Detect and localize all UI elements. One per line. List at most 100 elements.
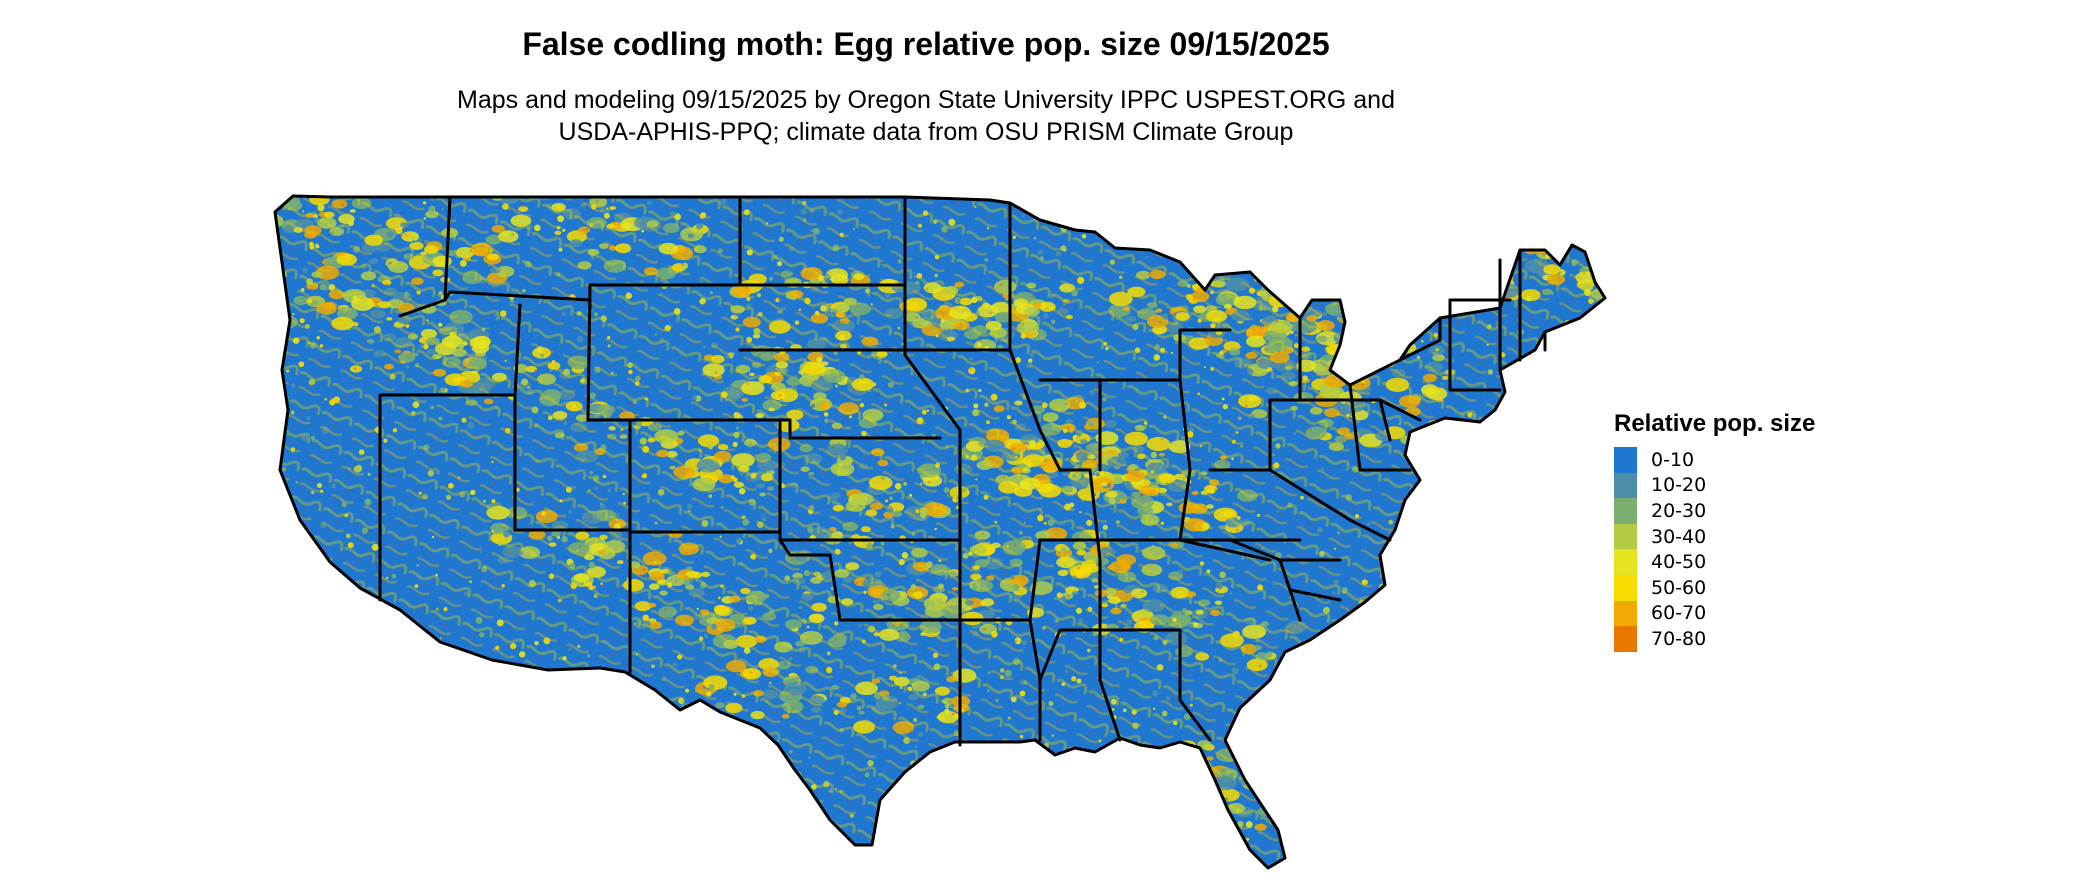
activity-speckle	[1581, 498, 1589, 505]
activity-speckle	[314, 836, 321, 843]
activity-speckle	[1471, 225, 1477, 230]
legend-item: 20-30	[1614, 498, 1815, 524]
legend-label: 60-70	[1651, 602, 1707, 625]
activity-speckle	[289, 817, 293, 821]
state-border	[586, 195, 742, 422]
activity-speckle	[1549, 836, 1556, 843]
activity-speckle	[1381, 239, 1385, 243]
activity-speckle	[1411, 272, 1415, 276]
activity-speckle	[1098, 818, 1106, 826]
activity-speckle	[1204, 789, 1211, 796]
activity-speckle	[1288, 765, 1293, 770]
activity-patch	[1192, 790, 1215, 804]
activity-speckle	[925, 798, 930, 803]
activity-speckle	[285, 675, 291, 682]
activity-speckle	[646, 843, 649, 847]
activity-speckle	[377, 749, 385, 757]
activity-speckle	[1441, 696, 1445, 699]
activity-patch	[1515, 227, 1529, 235]
activity-speckle	[734, 829, 742, 837]
activity-speckle	[457, 651, 462, 656]
activity-speckle	[1567, 778, 1572, 782]
activity-speckle	[1429, 671, 1434, 676]
activity-speckle	[1498, 761, 1503, 766]
activity-speckle	[662, 846, 668, 851]
activity-patch	[1548, 239, 1569, 251]
activity-speckle	[1227, 250, 1235, 258]
legend-swatch	[1614, 574, 1637, 601]
activity-speckle	[292, 813, 299, 820]
legend-label: 0-10	[1651, 448, 1695, 471]
activity-patch	[1184, 771, 1207, 784]
activity-patch	[1186, 774, 1211, 790]
activity-speckle	[1525, 583, 1531, 589]
activity-speckle	[471, 808, 474, 812]
activity-speckle	[573, 774, 579, 780]
activity-patch	[1359, 365, 1368, 372]
activity-speckle	[1385, 815, 1389, 819]
activity-patch	[1263, 762, 1286, 776]
activity-speckle	[1466, 214, 1473, 221]
activity-speckle	[506, 694, 512, 701]
activity-speckle	[1439, 508, 1442, 511]
activity-speckle	[1377, 833, 1383, 839]
activity-speckle	[1468, 627, 1473, 633]
activity-speckle	[659, 731, 668, 739]
legend-swatch	[1614, 447, 1637, 473]
activity-speckle	[443, 701, 449, 706]
activity-speckle	[1434, 727, 1439, 733]
activity-patch	[1249, 760, 1270, 773]
activity-speckle	[1430, 484, 1436, 490]
activity-speckle	[332, 649, 341, 658]
activity-speckle	[564, 805, 571, 811]
activity-speckle	[1538, 211, 1545, 218]
activity-patch	[596, 191, 603, 195]
activity-speckle	[1355, 333, 1362, 340]
state-border	[1448, 298, 1502, 392]
activity-speckle	[401, 732, 404, 735]
state-border	[778, 538, 962, 622]
activity-speckle	[1597, 200, 1604, 207]
activity-speckle	[320, 795, 328, 803]
activity-speckle	[398, 688, 403, 693]
activity-speckle	[1575, 442, 1583, 450]
legend-swatch	[1614, 498, 1637, 524]
activity-speckle	[1519, 754, 1523, 758]
activity-patch	[251, 214, 273, 227]
activity-speckle	[1044, 833, 1048, 837]
activity-speckle	[363, 762, 368, 767]
activity-texture	[275, 196, 1605, 868]
activity-speckle	[1578, 616, 1583, 620]
activity-speckle	[1567, 516, 1572, 521]
activity-speckle	[1122, 775, 1129, 781]
state-border	[1348, 383, 1362, 472]
activity-speckle	[1370, 202, 1373, 205]
activity-speckle	[912, 800, 920, 807]
activity-speckle	[1593, 687, 1598, 692]
state-border	[1288, 588, 1342, 602]
activity-speckle	[1110, 202, 1117, 209]
activity-speckle	[1094, 218, 1102, 226]
activity-speckle	[1490, 251, 1498, 259]
activity-speckle	[327, 831, 331, 836]
activity-speckle	[1460, 574, 1465, 578]
activity-speckle	[850, 844, 853, 847]
activity-speckle	[340, 700, 343, 704]
activity-speckle	[1430, 443, 1434, 447]
activity-speckle	[1476, 766, 1483, 774]
activity-speckle	[1358, 239, 1364, 245]
activity-speckle	[1032, 206, 1037, 211]
activity-patch	[259, 179, 277, 190]
activity-speckle	[1579, 857, 1584, 862]
activity-patch	[1510, 235, 1519, 241]
activity-speckle	[1121, 769, 1127, 775]
activity-speckle	[1349, 765, 1354, 769]
activity-speckle	[1502, 207, 1509, 213]
legend-items: 0-10 10-20 20-30 30-40 40-50 50-60	[1614, 447, 1815, 652]
activity-speckle	[303, 800, 311, 808]
activity-speckle	[762, 799, 769, 806]
activity-speckle	[1187, 826, 1191, 829]
activity-speckle	[1578, 487, 1585, 494]
activity-patch	[1351, 302, 1375, 316]
activity-speckle	[1326, 639, 1332, 645]
